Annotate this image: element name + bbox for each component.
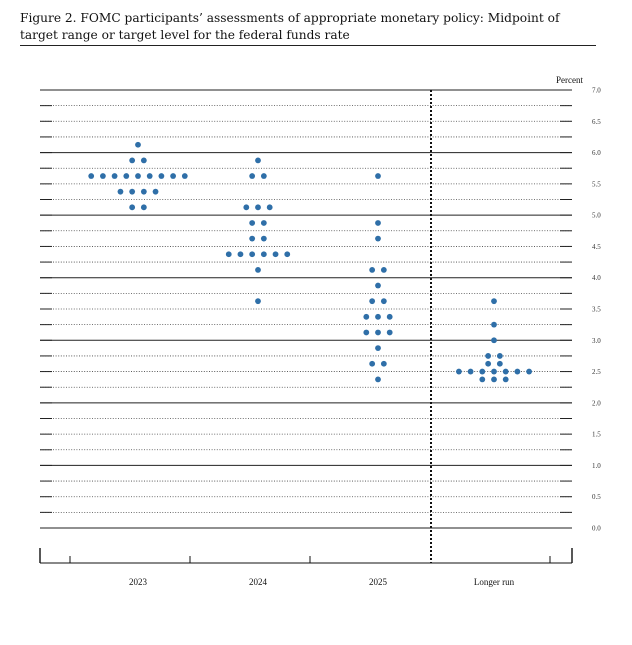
dot-point [491, 368, 497, 375]
dot-point [266, 204, 273, 211]
dot-point [375, 313, 381, 320]
dot-point [363, 313, 370, 320]
title-rule [20, 45, 596, 46]
dot-point [375, 376, 381, 383]
dot-point [111, 173, 118, 179]
dot-point [485, 353, 492, 359]
x-category-label: Longer run [474, 577, 515, 587]
y-tick-label: 0.0 [592, 525, 601, 533]
dot-point [260, 173, 267, 179]
dot-point [100, 173, 106, 179]
y-tick-label: 4.0 [592, 274, 601, 282]
dot-point [284, 251, 291, 258]
dot-point [363, 329, 370, 336]
dot-point [249, 220, 256, 226]
y-tick-label: 6.5 [592, 118, 601, 126]
dot-point [380, 360, 387, 367]
dot-point [158, 173, 165, 179]
dot-point [491, 298, 497, 305]
x-category-label: 2024 [249, 577, 268, 587]
x-category-label: 2025 [369, 577, 388, 587]
dot-point [369, 360, 376, 367]
dot-point [260, 251, 267, 258]
dot-point [386, 329, 393, 336]
figure-title: Figure 2. FOMC participants’ assessments… [20, 11, 560, 42]
y-tick-label: 4.5 [592, 243, 601, 251]
dot-point [375, 345, 381, 352]
dot-point [255, 204, 261, 211]
dot-point [479, 368, 486, 375]
y-tick-label: 7.0 [592, 87, 601, 95]
x-category-label: 2023 [129, 577, 148, 587]
dot-point [123, 173, 130, 179]
dot-point [170, 173, 177, 179]
dot-point [140, 204, 147, 211]
dot-point [491, 376, 497, 383]
dot-point [249, 251, 256, 258]
dot-point [526, 368, 532, 375]
dot-point [88, 173, 95, 179]
dot-point [491, 337, 497, 344]
dot-point [375, 235, 381, 242]
y-axis-label: Percent [556, 75, 583, 85]
dot-point [375, 220, 381, 226]
dot-point [181, 173, 188, 179]
dot-point [380, 266, 387, 273]
dot-point [243, 204, 250, 211]
y-tick-label: 1.0 [592, 462, 601, 470]
y-tick-label: 3.5 [592, 306, 601, 314]
dot-point [502, 376, 509, 383]
dot-point [225, 251, 232, 258]
dot-point [249, 235, 256, 242]
dot-point [135, 141, 141, 148]
dot-point [255, 266, 261, 273]
dot-point [369, 298, 376, 305]
dot-point [117, 188, 124, 195]
dot-point [456, 368, 462, 375]
dot-point [386, 313, 393, 320]
y-tick-label: 5.5 [592, 180, 601, 188]
dot-point [129, 157, 136, 164]
y-tick-label: 0.5 [592, 493, 601, 501]
dot-point [496, 353, 503, 359]
dot-point [260, 220, 267, 226]
dot-point [479, 376, 486, 383]
dot-point [491, 321, 497, 328]
dot-point [152, 188, 159, 195]
y-tick-label: 6.0 [592, 149, 601, 157]
dot-point [129, 204, 136, 211]
dot-point [496, 360, 503, 367]
dot-point [140, 188, 147, 195]
y-tick-label: 1.5 [592, 431, 601, 439]
dot-point [255, 157, 261, 164]
dot-point [514, 368, 521, 375]
dot-point [249, 173, 256, 179]
dot-point [260, 235, 267, 242]
dot-point [375, 282, 381, 289]
y-tick-label: 2.5 [592, 368, 601, 376]
dot-point [272, 251, 279, 258]
dot-point [467, 368, 474, 375]
y-tick-label: 5.0 [592, 212, 601, 220]
dot-point [375, 173, 381, 179]
dot-point [237, 251, 244, 258]
dot-point [135, 173, 141, 179]
y-tick-label: 2.0 [592, 399, 601, 407]
dot-point [140, 157, 147, 164]
dot-point [146, 173, 153, 179]
dot-point [255, 298, 261, 305]
dot-point [380, 298, 387, 305]
dot-point [375, 329, 381, 336]
dot-point [129, 188, 136, 195]
y-tick-label: 3.0 [592, 337, 601, 345]
dot-point [369, 266, 376, 273]
dot-point [502, 368, 509, 375]
dot-point [485, 360, 492, 367]
